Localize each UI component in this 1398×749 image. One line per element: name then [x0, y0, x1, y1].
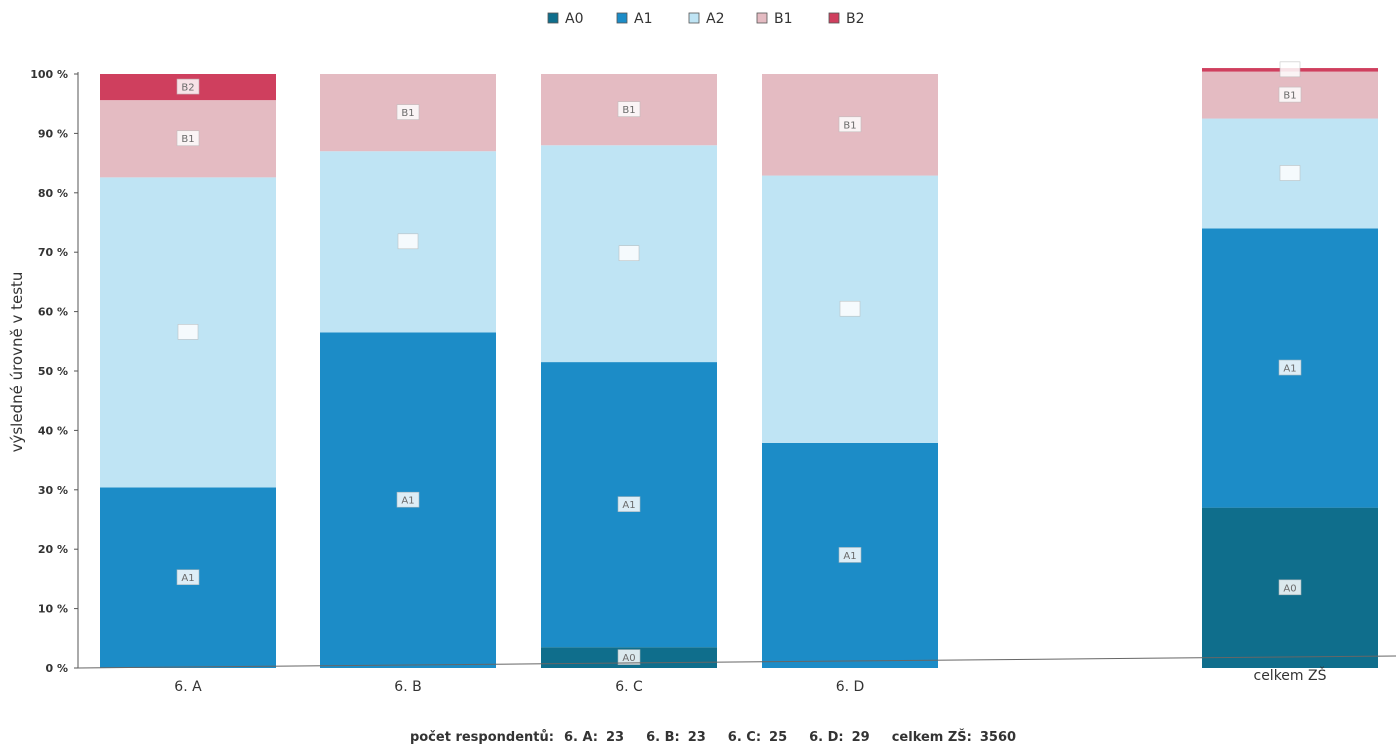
- bar-stack-0: A1 B1 B2: [100, 74, 276, 668]
- respondents-item-name: 6. D:: [809, 730, 844, 745]
- data-label-box: [176, 569, 200, 586]
- data-label-box: [1279, 61, 1301, 78]
- x-tick-label: 6. A: [174, 679, 202, 695]
- data-label-box: [838, 547, 862, 563]
- data-label-box: [617, 496, 641, 512]
- y-tick-label: 50 %: [38, 365, 68, 378]
- y-tick-label: 20 %: [38, 543, 68, 556]
- legend-label-b1: B1: [774, 11, 793, 27]
- data-label-box: [1278, 359, 1302, 376]
- data-label: B1: [181, 134, 194, 145]
- bars: A1 B1 B2 A1 B1 A0 A1 B1 A1 B1 A0 A1 B1: [100, 61, 1378, 668]
- legend-label-a2: A2: [706, 11, 724, 27]
- y-tick-label: 80 %: [38, 187, 68, 200]
- data-label: A1: [401, 496, 414, 507]
- data-label: B1: [843, 120, 856, 131]
- respondents-item-count: 23: [606, 730, 624, 745]
- respondents-item-name: celkem ZŠ:: [892, 729, 972, 745]
- data-label-box: [1278, 86, 1302, 103]
- respondents-item-name: 6. B:: [646, 730, 680, 745]
- legend-swatch-a0: [547, 12, 559, 24]
- legend-label-a0: A0: [565, 11, 583, 27]
- data-label-box: [396, 104, 420, 120]
- y-tick-label: 30 %: [38, 484, 68, 497]
- data-label: A0: [622, 653, 635, 664]
- data-label: B1: [622, 105, 635, 116]
- y-tick-label: 10 %: [38, 603, 68, 616]
- data-label: A1: [1283, 364, 1296, 375]
- respondents-item-count: 25: [769, 730, 787, 745]
- legend-label-b2: B2: [846, 11, 865, 27]
- y-tick-label: 40 %: [38, 424, 68, 437]
- data-label-box: [617, 649, 641, 665]
- respondents-label: počet respondentů:: [410, 730, 554, 745]
- data-label-box: [1279, 165, 1301, 181]
- bar-stack-4: A0 A1 B1: [1202, 61, 1378, 668]
- y-tick-label: 70 %: [38, 246, 68, 259]
- y-tick-label: 90 %: [38, 127, 68, 140]
- bar-stack-3: A1 B1: [762, 74, 938, 668]
- bar-stack-2: A0 A1 B1: [541, 74, 717, 668]
- data-label: B2: [181, 83, 194, 94]
- x-axis-line: [77, 655, 1397, 669]
- data-label-box: [396, 491, 420, 508]
- respondents-item-name: 6. C:: [728, 730, 761, 745]
- x-tick-label: 6. B: [394, 679, 421, 695]
- data-label: B1: [401, 108, 414, 119]
- data-label-box: [177, 324, 199, 340]
- data-label-box: [176, 130, 200, 147]
- x-axis: 6. A 6. B 6. C 6. D celkem ZŠ: [77, 655, 1397, 695]
- x-tick-label: 6. C: [615, 679, 643, 695]
- y-axis: 0 % 10 % 20 % 30 % 40 % 50 % 60 % 70 % 80 % 90 % 1…: [30, 68, 79, 675]
- y-tick-label: 0 %: [45, 662, 68, 675]
- legend-swatch-a1: [616, 12, 628, 24]
- legend-swatch-b1: [756, 12, 768, 24]
- legend-swatch-b2: [828, 12, 840, 24]
- data-label: A1: [843, 551, 856, 562]
- chart-legend: A0 A1 A2 B1 B2: [547, 11, 865, 27]
- respondents-item-count: 23: [688, 730, 706, 745]
- data-label-box: [617, 101, 641, 117]
- data-label: A1: [622, 500, 635, 511]
- bar-stack-1: A1 B1: [320, 74, 496, 668]
- respondents-summary: počet respondentů: 6. A: 23 6. B: 23 6. C: 25 6…: [410, 729, 1016, 745]
- x-tick-label: celkem ZŠ: [1254, 666, 1327, 684]
- respondents-footer: počet respondentů: 6. A: 23 6. B: 23 6. C: 25 6…: [410, 729, 1016, 745]
- x-tick-label: 6. D: [836, 679, 865, 695]
- data-label: A1: [181, 573, 194, 584]
- respondents-item-name: 6. A:: [564, 730, 598, 745]
- y-tick-label: 100 %: [30, 68, 68, 81]
- data-label: B1: [1283, 91, 1296, 102]
- legend-label-a1: A1: [634, 11, 652, 27]
- data-label-box: [176, 78, 200, 95]
- y-tick-label: 60 %: [38, 306, 68, 319]
- data-label-box: [397, 233, 419, 250]
- data-label-box: [838, 116, 862, 133]
- respondents-item-count: 29: [852, 730, 870, 745]
- respondents-item-count: 3560: [980, 730, 1016, 745]
- data-label-box: [1278, 579, 1302, 596]
- data-label: A0: [1283, 583, 1296, 594]
- data-label-box: [618, 245, 640, 261]
- legend-swatch-a2: [688, 12, 700, 24]
- data-label-box: [839, 300, 861, 317]
- y-axis-label: výsledné úrovně v testu: [8, 272, 26, 453]
